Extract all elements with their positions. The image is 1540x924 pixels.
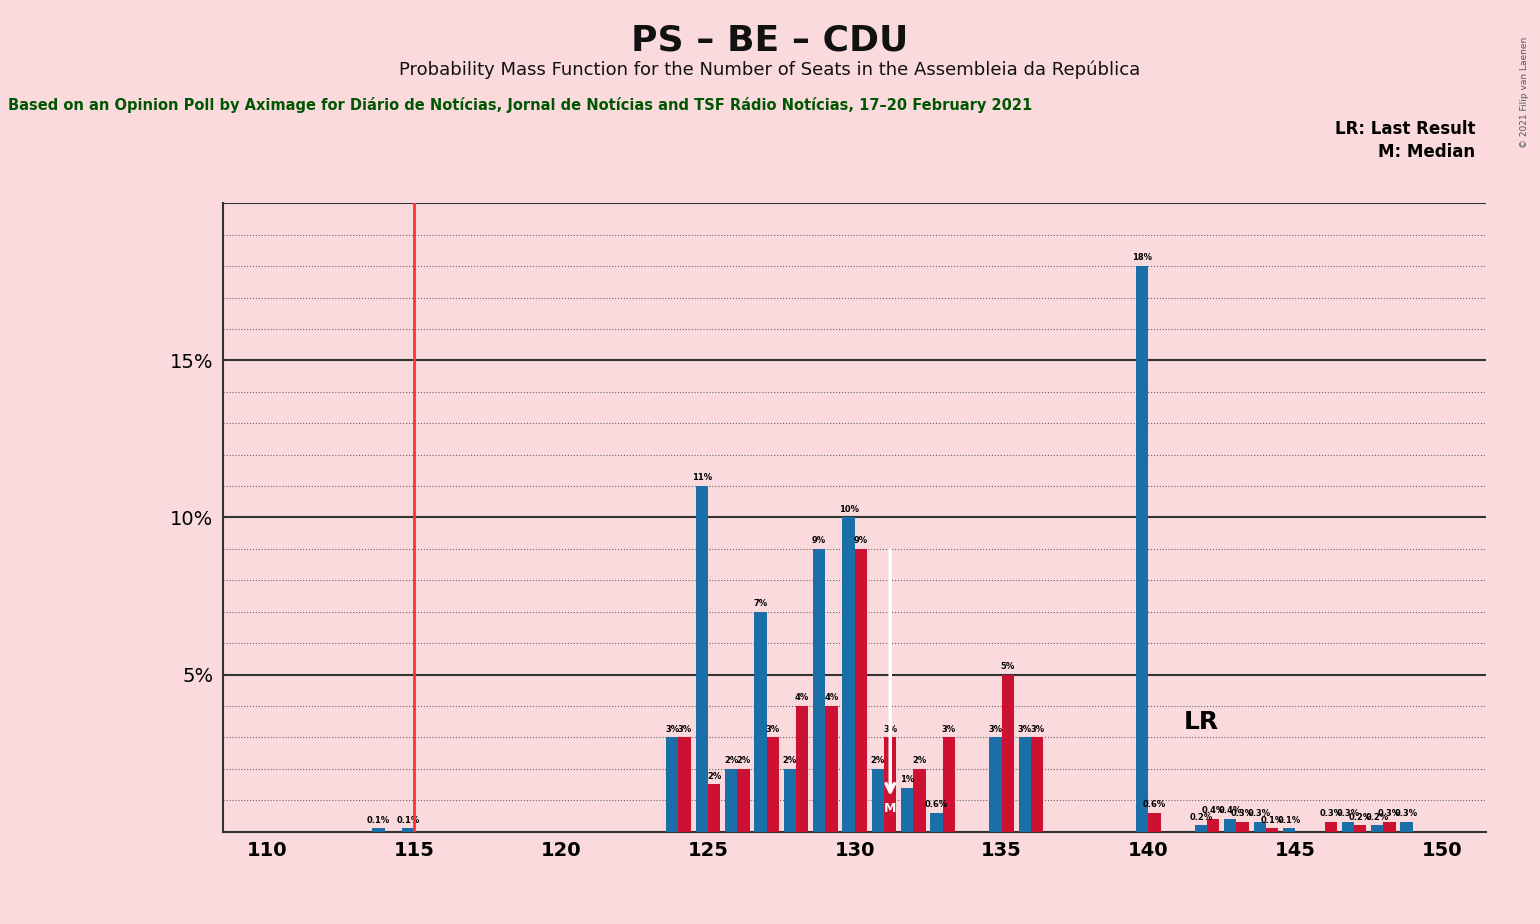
Text: 3%: 3%	[765, 724, 779, 734]
Text: 0.1%: 0.1%	[396, 816, 419, 825]
Bar	[1001, 675, 1013, 832]
Text: 9%: 9%	[812, 536, 827, 545]
Text: 5%: 5%	[1001, 662, 1015, 671]
Text: 2%: 2%	[724, 756, 738, 765]
Text: 18%: 18%	[1132, 253, 1152, 262]
Text: 0.1%: 0.1%	[1277, 816, 1301, 825]
Bar	[989, 737, 1001, 832]
Text: 2%: 2%	[870, 756, 885, 765]
Text: 4%: 4%	[795, 693, 808, 702]
Text: M: M	[884, 802, 896, 815]
Text: 0.1%: 0.1%	[367, 816, 390, 825]
Text: 0.2%: 0.2%	[1349, 812, 1372, 821]
Text: 0.4%: 0.4%	[1201, 807, 1224, 815]
Bar	[373, 829, 385, 832]
Bar	[813, 549, 825, 832]
Text: LR: Last Result: LR: Last Result	[1335, 120, 1475, 138]
Bar	[1354, 825, 1366, 832]
Text: 9%: 9%	[853, 536, 869, 545]
Text: 0.2%: 0.2%	[1189, 812, 1212, 821]
Bar	[679, 737, 691, 832]
Text: 0.3%: 0.3%	[1320, 809, 1343, 819]
Bar	[1324, 822, 1337, 832]
Bar	[667, 737, 679, 832]
Bar	[1254, 822, 1266, 832]
Text: 0.2%: 0.2%	[1366, 812, 1389, 821]
Bar	[796, 706, 809, 832]
Text: 11%: 11%	[691, 473, 711, 482]
Bar	[855, 549, 867, 832]
Text: 2%: 2%	[782, 756, 796, 765]
Text: 3%: 3%	[989, 724, 1003, 734]
Bar	[930, 813, 942, 832]
Bar	[784, 769, 796, 832]
Text: 0.3%: 0.3%	[1230, 809, 1254, 819]
Text: 3%: 3%	[1018, 724, 1032, 734]
Text: Probability Mass Function for the Number of Seats in the Assembleia da República: Probability Mass Function for the Number…	[399, 60, 1141, 79]
Text: LR: LR	[1184, 710, 1218, 734]
Bar	[872, 769, 884, 832]
Text: 3%: 3%	[1030, 724, 1044, 734]
Bar	[1283, 829, 1295, 832]
Bar	[1149, 813, 1161, 832]
Bar	[1195, 825, 1207, 832]
Text: 0.6%: 0.6%	[1143, 800, 1166, 809]
Bar	[1224, 819, 1237, 832]
Bar	[755, 612, 767, 832]
Text: Based on an Opinion Poll by Aximage for Diário de Notícias, Jornal de Notícias a: Based on an Opinion Poll by Aximage for …	[8, 97, 1032, 113]
Text: M: Median: M: Median	[1378, 143, 1475, 161]
Text: 0.6%: 0.6%	[926, 800, 949, 809]
Text: 3%: 3%	[882, 724, 898, 734]
Bar	[1030, 737, 1043, 832]
Bar	[738, 769, 750, 832]
Text: 2%: 2%	[736, 756, 750, 765]
Bar	[696, 486, 708, 832]
Text: 10%: 10%	[839, 505, 858, 514]
Text: 3%: 3%	[942, 724, 956, 734]
Bar	[725, 769, 738, 832]
Text: 0.3%: 0.3%	[1395, 809, 1418, 819]
Text: 2%: 2%	[913, 756, 927, 765]
Text: PS – BE – CDU: PS – BE – CDU	[631, 23, 909, 57]
Text: 0.4%: 0.4%	[1218, 807, 1241, 815]
Bar	[1237, 822, 1249, 832]
Text: 3%: 3%	[678, 724, 691, 734]
Bar	[1018, 737, 1030, 832]
Text: 0.3%: 0.3%	[1378, 809, 1401, 819]
Bar	[942, 737, 955, 832]
Text: 4%: 4%	[824, 693, 839, 702]
Bar	[402, 829, 414, 832]
Bar	[1137, 266, 1149, 832]
Text: 3%: 3%	[665, 724, 679, 734]
Text: 0.3%: 0.3%	[1247, 809, 1270, 819]
Bar	[1400, 822, 1412, 832]
Text: 2%: 2%	[707, 772, 721, 781]
Bar	[1207, 819, 1220, 832]
Bar	[708, 784, 721, 832]
Bar	[842, 517, 855, 832]
Bar	[901, 787, 913, 832]
Bar	[1371, 825, 1383, 832]
Bar	[884, 737, 896, 832]
Bar	[913, 769, 926, 832]
Bar	[825, 706, 838, 832]
Bar	[1341, 822, 1354, 832]
Text: 0.3%: 0.3%	[1337, 809, 1360, 819]
Bar	[1266, 829, 1278, 832]
Text: 1%: 1%	[901, 775, 915, 784]
Bar	[1383, 822, 1395, 832]
Bar	[767, 737, 779, 832]
Text: 7%: 7%	[753, 599, 767, 608]
Text: 0.1%: 0.1%	[1260, 816, 1284, 825]
Text: © 2021 Filip van Laenen: © 2021 Filip van Laenen	[1520, 37, 1529, 148]
